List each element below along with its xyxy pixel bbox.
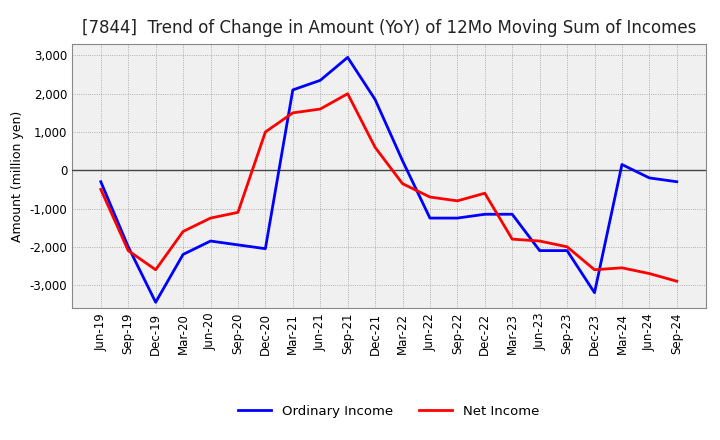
Ordinary Income [508, 212, 516, 217]
Net Income [645, 271, 654, 276]
Ordinary Income [563, 248, 572, 253]
Net Income [206, 216, 215, 221]
Ordinary Income [124, 244, 132, 249]
Net Income [480, 191, 489, 196]
Ordinary Income [289, 87, 297, 92]
Legend: Ordinary Income, Net Income: Ordinary Income, Net Income [233, 399, 544, 423]
Ordinary Income [343, 55, 352, 60]
Ordinary Income [151, 300, 160, 305]
Net Income [233, 210, 242, 215]
Net Income [343, 91, 352, 96]
Ordinary Income [672, 179, 681, 184]
Net Income [289, 110, 297, 116]
Net Income [536, 238, 544, 244]
Net Income [124, 248, 132, 253]
Ordinary Income [96, 179, 105, 184]
Ordinary Income [645, 175, 654, 180]
Ordinary Income [233, 242, 242, 248]
Ordinary Income [480, 212, 489, 217]
Ordinary Income [371, 97, 379, 102]
Ordinary Income [398, 158, 407, 163]
Net Income [508, 236, 516, 242]
Net Income [563, 244, 572, 249]
Net Income [261, 129, 270, 135]
Net Income [179, 229, 187, 234]
Net Income [618, 265, 626, 271]
Title: [7844]  Trend of Change in Amount (YoY) of 12Mo Moving Sum of Incomes: [7844] Trend of Change in Amount (YoY) o… [81, 19, 696, 37]
Net Income [371, 145, 379, 150]
Net Income [96, 187, 105, 192]
Ordinary Income [316, 78, 325, 83]
Net Income [316, 106, 325, 112]
Line: Net Income: Net Income [101, 94, 677, 281]
Ordinary Income [618, 162, 626, 167]
Net Income [426, 194, 434, 200]
Ordinary Income [453, 216, 462, 221]
Ordinary Income [426, 216, 434, 221]
Y-axis label: Amount (million yen): Amount (million yen) [11, 110, 24, 242]
Net Income [151, 267, 160, 272]
Net Income [453, 198, 462, 204]
Ordinary Income [536, 248, 544, 253]
Ordinary Income [179, 252, 187, 257]
Net Income [672, 279, 681, 284]
Net Income [590, 267, 599, 272]
Ordinary Income [261, 246, 270, 251]
Ordinary Income [206, 238, 215, 244]
Net Income [398, 181, 407, 186]
Line: Ordinary Income: Ordinary Income [101, 57, 677, 302]
Ordinary Income [590, 290, 599, 295]
